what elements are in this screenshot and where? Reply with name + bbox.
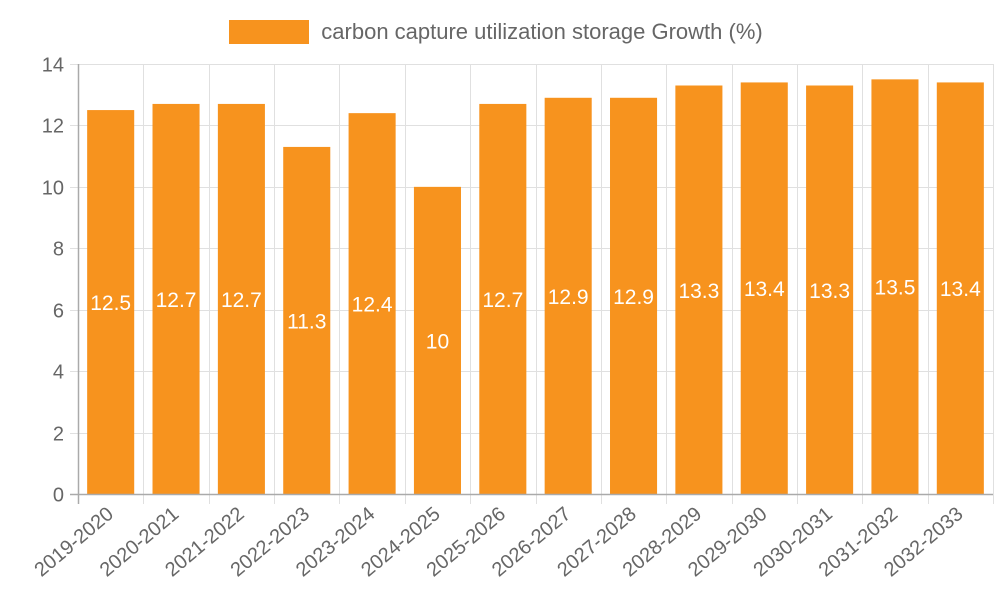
axes — [70, 64, 993, 504]
bar-value-label: 13.4 — [940, 278, 981, 301]
bar-value-label: 13.4 — [744, 278, 785, 301]
bar[interactable] — [936, 82, 984, 494]
bar-value-label: 13.3 — [678, 280, 719, 303]
bar-value-label: 12.5 — [90, 292, 131, 315]
bar-series — [87, 79, 984, 495]
y-tick-label: 2 — [53, 424, 64, 446]
data-labels: 12.5 12.7 12.7 11.3 12.4 10 12.7 12.9 12.9 13.3 13… — [90, 277, 981, 354]
y-tick-label: 4 — [53, 362, 64, 384]
y-tick-label: 8 — [53, 239, 64, 261]
bar-value-label: 12.7 — [156, 289, 197, 312]
y-tick-label: 14 — [42, 55, 64, 77]
y-axis-ticks: 0 2 4 6 8 10 12 14 — [42, 55, 64, 507]
grid-lines — [70, 64, 994, 504]
bar[interactable] — [675, 85, 723, 495]
bar[interactable] — [217, 103, 265, 494]
bar-value-label: 12.4 — [352, 294, 393, 317]
bar[interactable] — [152, 103, 200, 494]
bar[interactable] — [348, 113, 396, 495]
bar[interactable] — [871, 79, 919, 494]
bar[interactable] — [413, 186, 461, 494]
bar[interactable] — [806, 85, 854, 495]
y-tick-label: 12 — [42, 116, 64, 138]
bar-value-label: 12.9 — [613, 286, 654, 309]
bar[interactable] — [544, 97, 592, 495]
chart-legend[interactable]: carbon capture utilization storage Growt… — [0, 18, 1000, 46]
x-axis-ticks: 2019-20202020-20212021-20222022-20232023… — [30, 503, 967, 581]
bar-value-label: 12.7 — [482, 289, 523, 312]
bar-value-label: 13.3 — [809, 280, 850, 303]
bar[interactable] — [283, 146, 331, 494]
legend-label: carbon capture utilization storage Growt… — [321, 19, 763, 44]
y-tick-label: 6 — [53, 301, 64, 323]
legend-swatch — [229, 20, 310, 44]
bar-value-label: 13.5 — [875, 277, 916, 300]
bar[interactable] — [479, 103, 527, 494]
y-tick-label: 0 — [53, 485, 64, 507]
y-tick-label: 10 — [42, 178, 64, 200]
bar[interactable] — [740, 82, 788, 494]
bar-value-label: 12.7 — [221, 289, 262, 312]
bar[interactable] — [610, 97, 658, 495]
bar-value-label: 10 — [426, 330, 449, 353]
bar-value-label: 11.3 — [287, 310, 326, 333]
bar-value-label: 12.9 — [548, 286, 589, 309]
bar[interactable] — [87, 110, 135, 495]
